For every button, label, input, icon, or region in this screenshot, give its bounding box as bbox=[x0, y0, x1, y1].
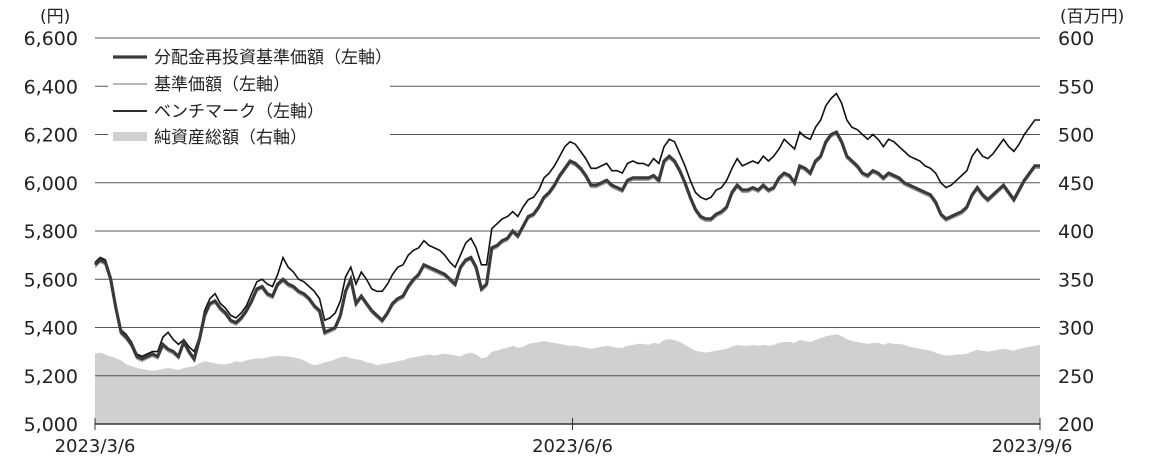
x-tick-label: 2023/3/6 bbox=[55, 436, 136, 457]
left-tick-label: 6,600 bbox=[24, 28, 78, 50]
right-tick-label: 200 bbox=[1058, 414, 1094, 436]
legend-label-base-price: 基準価額（左軸） bbox=[154, 75, 290, 95]
legend-label-benchmark: ベンチマーク（左軸） bbox=[154, 102, 324, 122]
benchmark-line bbox=[94, 92, 1040, 358]
net-assets-area bbox=[95, 334, 1040, 424]
reinvested-price-line bbox=[93, 130, 1040, 363]
left-tick-label: 5,200 bbox=[24, 366, 78, 388]
right-tick-label: 300 bbox=[1058, 318, 1094, 340]
left-axis-unit: (円) bbox=[40, 7, 70, 27]
legend-label-net-assets: 純資産総額（右軸） bbox=[154, 128, 307, 148]
right-tick-label: 450 bbox=[1058, 173, 1094, 195]
right-tick-label: 500 bbox=[1058, 125, 1094, 147]
left-tick-label: 5,600 bbox=[24, 269, 78, 291]
right-tick-label: 400 bbox=[1058, 221, 1094, 243]
left-tick-label: 6,400 bbox=[24, 76, 78, 98]
right-tick-labels: 600 550 500 450 400 350 300 250 200 bbox=[1058, 28, 1094, 436]
x-tick-label: 2023/9/6 bbox=[992, 436, 1073, 457]
right-tick-label: 350 bbox=[1058, 269, 1094, 291]
x-tick-label: 2023/6/6 bbox=[532, 436, 613, 457]
left-tick-label: 5,000 bbox=[24, 414, 78, 436]
left-tick-label: 6,200 bbox=[24, 125, 78, 147]
right-tick-label: 550 bbox=[1058, 76, 1094, 98]
right-tick-label: 600 bbox=[1058, 28, 1094, 50]
left-tick-label: 6,000 bbox=[24, 173, 78, 195]
left-tick-labels: 6,600 6,400 6,200 6,000 5,800 5,600 5,400 5,200… bbox=[24, 28, 78, 436]
x-tick-labels: 2023/3/6 2023/6/6 2023/9/6 bbox=[55, 436, 1073, 457]
legend: 分配金再投資基準価額（左軸） 基準価額（左軸） ベンチマーク（左軸） 純資産総額… bbox=[108, 42, 392, 152]
right-axis-unit: (百万円) bbox=[1060, 7, 1124, 27]
left-tick-label: 5,400 bbox=[24, 318, 78, 340]
left-tick-label: 5,800 bbox=[24, 221, 78, 243]
legend-swatch-net-assets bbox=[113, 132, 147, 141]
right-tick-label: 250 bbox=[1058, 366, 1094, 388]
legend-label-reinvested: 分配金再投資基準価額（左軸） bbox=[154, 48, 392, 68]
